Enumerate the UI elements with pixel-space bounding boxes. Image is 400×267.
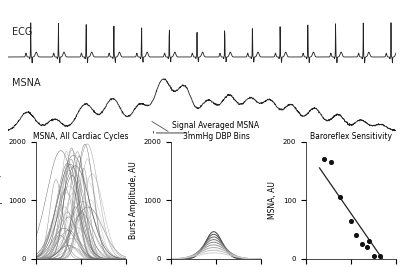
Y-axis label: Burst Amplitude, AU: Burst Amplitude, AU: [0, 161, 3, 239]
Point: [377, 254, 384, 258]
Point: [352, 233, 359, 238]
Y-axis label: Burst Amplitude, AU: Burst Amplitude, AU: [129, 161, 138, 239]
Y-axis label: MSNA, AU: MSNA, AU: [268, 181, 277, 219]
Title: Signal Averaged MSNA
3mmHg DBP Bins: Signal Averaged MSNA 3mmHg DBP Bins: [172, 121, 260, 141]
Point: [364, 245, 370, 249]
Point: [370, 254, 377, 258]
Point: [348, 219, 354, 223]
Point: [336, 195, 343, 199]
Text: MSNA: MSNA: [12, 78, 40, 88]
Title: Baroreflex Sensitivity: Baroreflex Sensitivity: [310, 132, 392, 141]
Text: ECG: ECG: [12, 28, 32, 37]
Point: [328, 160, 334, 164]
Point: [366, 239, 372, 244]
Point: [321, 157, 327, 161]
Point: [359, 242, 366, 246]
Title: MSNA, All Cardiac Cycles: MSNA, All Cardiac Cycles: [33, 132, 129, 141]
